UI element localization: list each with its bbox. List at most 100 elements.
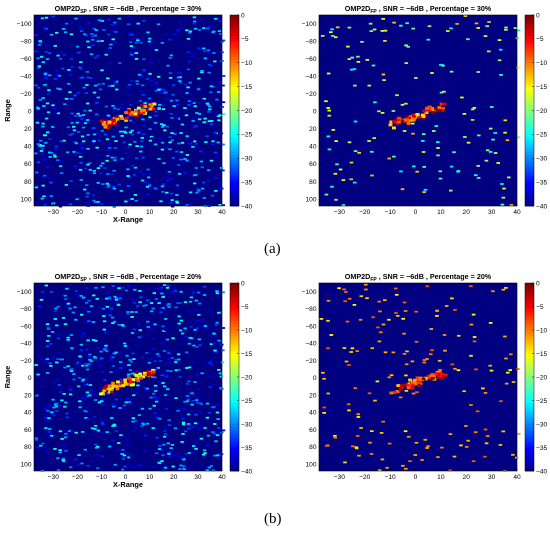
clutter-cell bbox=[321, 371, 325, 374]
clutter-cell bbox=[167, 451, 172, 453]
target-cell bbox=[388, 123, 393, 127]
clutter-cell bbox=[185, 159, 189, 162]
clutter-cell bbox=[87, 310, 91, 313]
clutter-cell bbox=[194, 413, 198, 416]
clutter-cell bbox=[350, 56, 355, 59]
x-tick-label: 0 bbox=[124, 474, 128, 481]
clutter-cell bbox=[101, 307, 106, 310]
clutter-cell bbox=[154, 390, 158, 392]
clutter-cell bbox=[113, 147, 117, 149]
clutter-cell bbox=[449, 27, 453, 30]
colorbar-tick-label: −15 bbox=[241, 84, 253, 91]
clutter-cell bbox=[151, 137, 155, 139]
clutter-cell bbox=[169, 202, 173, 204]
clutter-cell bbox=[69, 370, 74, 372]
colorbar-step bbox=[525, 353, 534, 357]
clutter-cell bbox=[372, 28, 377, 31]
colorbar-step bbox=[525, 456, 534, 460]
clutter-cell bbox=[49, 426, 54, 428]
clutter-cell bbox=[326, 299, 331, 302]
target-cell bbox=[131, 378, 136, 381]
clutter-cell bbox=[119, 106, 123, 109]
clutter-cell bbox=[205, 402, 210, 405]
colorbar-step bbox=[525, 62, 534, 67]
clutter-cell bbox=[202, 294, 207, 296]
clutter-cell bbox=[117, 304, 121, 306]
colorbar-step bbox=[230, 182, 239, 186]
clutter-cell bbox=[148, 128, 152, 130]
clutter-cell bbox=[187, 380, 191, 383]
clutter-cell bbox=[40, 154, 45, 156]
clutter-cell bbox=[177, 368, 181, 371]
colorbar-step bbox=[230, 324, 239, 328]
caption-b: (b) bbox=[264, 511, 282, 527]
clutter-cell bbox=[111, 24, 115, 26]
clutter-cell bbox=[103, 167, 107, 169]
clutter-cell bbox=[429, 353, 433, 356]
clutter-cell bbox=[78, 355, 82, 358]
clutter-cell bbox=[209, 91, 213, 94]
clutter-cell bbox=[59, 358, 63, 361]
colorbar-step bbox=[525, 104, 534, 108]
colorbar-step bbox=[525, 424, 534, 428]
clutter-cell bbox=[195, 309, 199, 311]
x-tick-label: 20 bbox=[170, 474, 178, 481]
clutter-cell bbox=[56, 469, 61, 472]
clutter-cell bbox=[413, 454, 418, 456]
clutter-cell bbox=[77, 454, 81, 456]
clutter-cell bbox=[422, 361, 427, 364]
clutter-cell bbox=[174, 369, 178, 372]
clutter-cell bbox=[124, 200, 128, 203]
clutter-cell bbox=[74, 431, 78, 434]
clutter-cell bbox=[179, 22, 183, 25]
clutter-cell bbox=[55, 410, 59, 412]
clutter-cell bbox=[168, 141, 172, 144]
colorbar-step bbox=[525, 332, 534, 337]
clutter-cell bbox=[83, 122, 88, 125]
clutter-cell bbox=[40, 55, 44, 58]
clutter-cell bbox=[69, 180, 73, 183]
clutter-cell bbox=[197, 313, 201, 316]
clutter-cell bbox=[50, 413, 54, 415]
clutter-cell bbox=[190, 392, 195, 395]
clutter-cell bbox=[215, 321, 219, 324]
clutter-cell bbox=[167, 349, 171, 352]
clutter-cell bbox=[53, 310, 58, 313]
colorbar-step bbox=[525, 125, 534, 129]
colorbar-step bbox=[230, 403, 239, 407]
clutter-cell bbox=[208, 108, 212, 111]
clutter-cell bbox=[54, 307, 58, 310]
clutter-cell bbox=[427, 25, 432, 28]
clutter-cell bbox=[55, 31, 59, 34]
clutter-cell bbox=[187, 424, 191, 427]
clutter-cell bbox=[334, 140, 338, 142]
clutter-cell bbox=[337, 287, 341, 290]
clutter-cell bbox=[110, 439, 115, 442]
colorbar-step bbox=[230, 191, 239, 195]
clutter-cell bbox=[92, 27, 97, 30]
colorbar-tick-label: −35 bbox=[241, 445, 253, 452]
clutter-cell bbox=[80, 112, 85, 115]
clutter-cell bbox=[128, 31, 133, 34]
target-cell bbox=[152, 370, 156, 374]
clutter-cell bbox=[107, 143, 112, 146]
clutter-cell bbox=[170, 444, 175, 446]
clutter-cell bbox=[74, 17, 78, 20]
clutter-cell bbox=[425, 358, 429, 360]
clutter-cell bbox=[74, 290, 78, 293]
clutter-cell bbox=[82, 296, 86, 299]
clutter-cell bbox=[66, 302, 71, 305]
clutter-cell bbox=[136, 384, 140, 387]
clutter-cell bbox=[44, 141, 48, 144]
clutter-cell bbox=[92, 91, 97, 94]
clutter-cell bbox=[457, 334, 461, 337]
clutter-cell bbox=[356, 61, 361, 63]
clutter-cell bbox=[188, 30, 193, 33]
colorbar-step bbox=[230, 149, 239, 153]
target-cell bbox=[426, 374, 431, 378]
clutter-cell bbox=[160, 449, 164, 452]
clutter-cell bbox=[335, 163, 339, 166]
clutter-cell bbox=[134, 199, 138, 202]
clutter-cell bbox=[194, 299, 198, 302]
clutter-cell bbox=[402, 332, 406, 335]
